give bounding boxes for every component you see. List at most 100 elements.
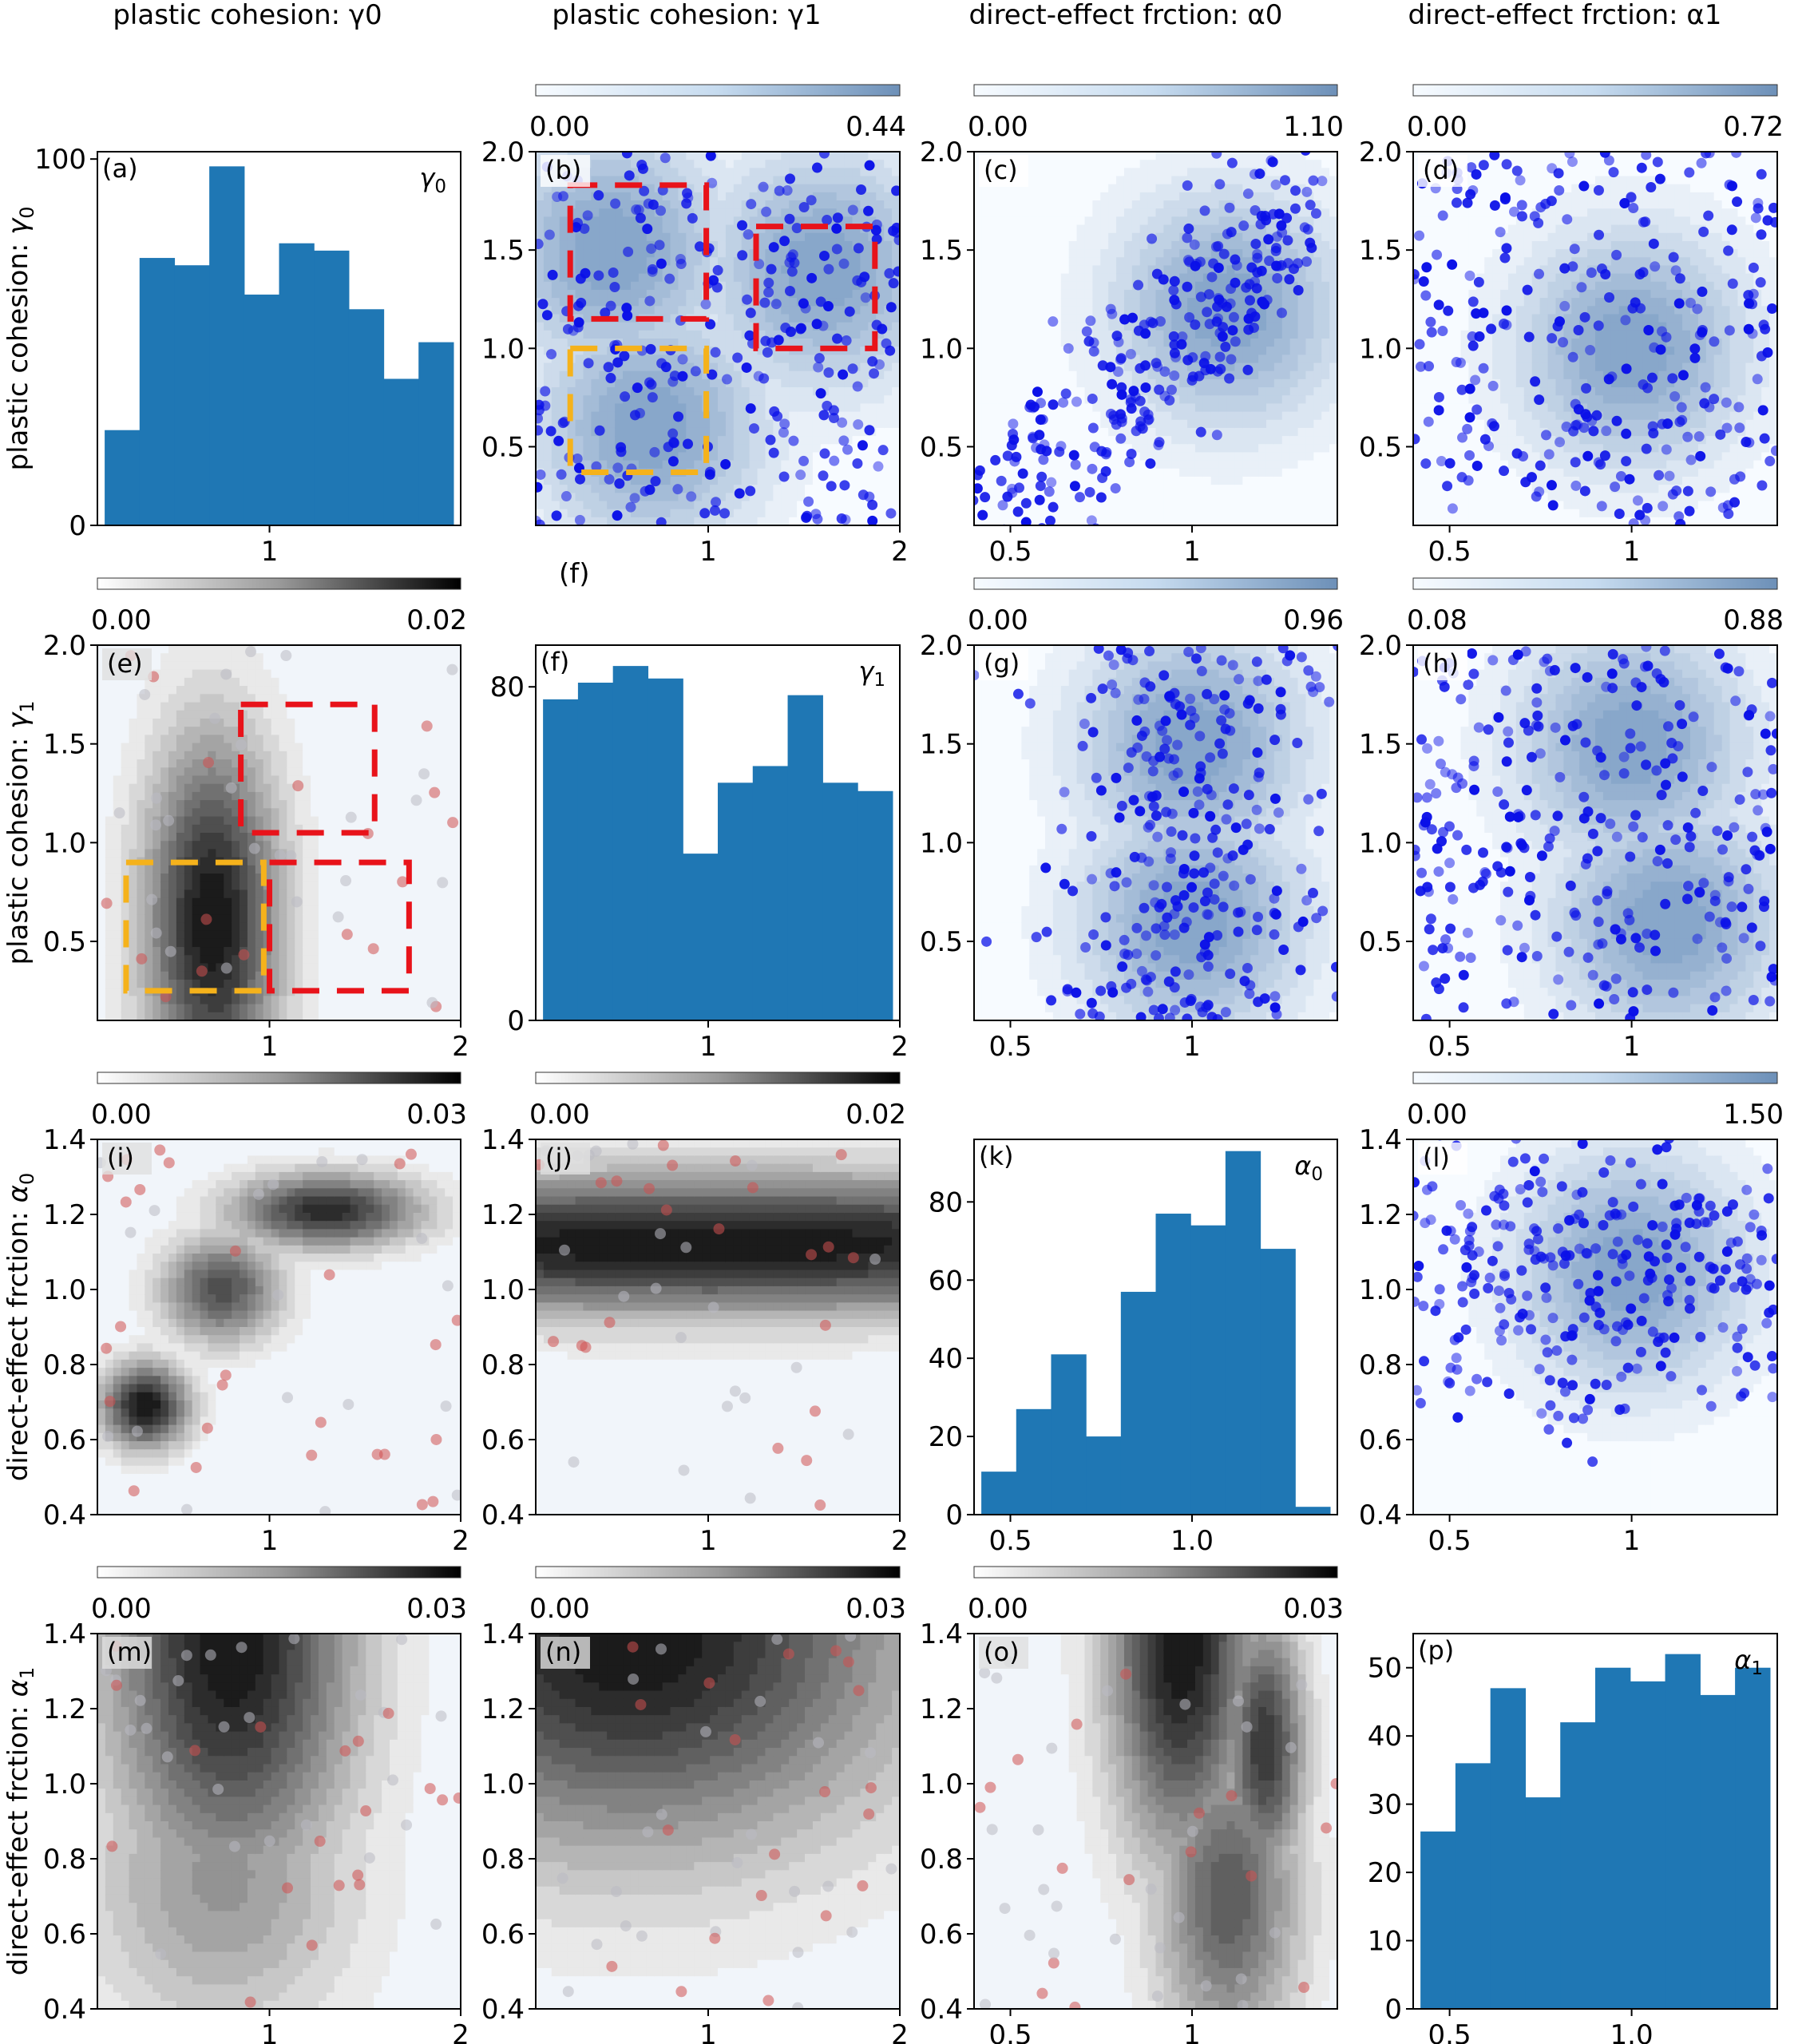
density-cell [1226,468,1236,477]
x-tick-label: 2 [891,536,909,568]
density-cell [1037,289,1046,299]
density-cell [1171,403,1180,413]
density-cell [686,298,695,307]
density-cell [820,289,830,299]
density-cell [1187,387,1196,397]
density-cell [1068,200,1078,210]
density-cell [725,257,735,267]
sample-point [818,250,830,261]
density-cell [1108,314,1117,323]
sample-point [1263,234,1274,245]
density-cell [1116,444,1125,454]
density-cell [981,281,991,291]
density-cell [1413,485,1422,494]
density-cell [1068,403,1078,413]
density-cell [559,517,568,525]
density-cell [694,298,703,307]
density-cell [1194,387,1204,397]
density-cell [654,403,663,413]
density-cell [1147,298,1157,307]
density-cell [820,362,830,372]
density-cell [1273,232,1283,242]
density-cell [974,314,983,323]
density-cell [1068,249,1078,259]
density-cell [1029,257,1038,267]
density-cell [710,485,719,494]
sample-point [832,333,843,344]
sample-point [831,223,842,234]
density-cell [575,493,584,502]
density-cell [1218,184,1228,193]
density-cell [1045,257,1054,267]
colorbar-max-label: 0.44 [846,111,906,143]
density-cell [654,501,663,510]
density-cell [654,168,663,177]
density-cell [1258,339,1267,347]
density-cell [662,322,671,331]
density-cell [725,273,735,283]
density-cell [1123,509,1133,518]
density-cell [1194,403,1204,413]
sample-point [844,306,855,317]
density-cell [773,387,782,397]
density-cell [536,216,545,226]
density-cell [1163,460,1173,469]
density-cell [1037,160,1046,169]
density-cell [1029,232,1038,242]
density-cell [781,249,790,259]
density-cell [1163,419,1173,429]
density-cell [686,339,695,347]
density-cell [607,184,616,193]
sample-point [536,413,544,424]
density-cell [1171,436,1180,446]
sample-point [1012,506,1024,517]
density-cell [1052,460,1062,469]
density-cell [623,160,632,169]
sample-points [974,152,1328,525]
density-cell [876,314,885,323]
density-cell [981,517,991,525]
density-cell [1084,273,1094,283]
density-cell [989,314,999,323]
density-cell [646,362,655,372]
density-cell [1187,419,1196,429]
density-cell [741,411,751,421]
density-cell [1194,273,1204,283]
density-cell [797,192,806,201]
density-cell [1234,427,1244,437]
density-cell [876,460,885,469]
density-cell [630,281,640,291]
density-cell [607,411,616,421]
density-cell [1131,240,1141,250]
density-cell [844,184,854,193]
density-cell [1116,224,1125,234]
density-cell [1052,273,1062,283]
variable-label: γ0 [419,163,446,197]
density-cell [1305,501,1315,510]
density-cell [1139,476,1149,485]
density-cell [686,378,695,388]
density-cell [1413,314,1422,323]
density-cell [1052,257,1062,267]
density-cell [1068,314,1078,323]
density-cell [1179,168,1188,177]
density-cell [828,378,838,388]
density-cell [828,355,838,364]
density-cell [686,176,695,185]
density-cell [725,224,735,234]
density-cell [836,387,846,397]
density-cell [678,232,687,242]
density-cell [551,257,560,267]
density-cell [1139,517,1149,525]
density-cell [1084,289,1094,299]
density-cell [892,306,900,315]
density-cell [1013,444,1023,454]
density-cell [1226,176,1236,185]
density-cell [1273,419,1283,429]
density-cell [1005,501,1015,510]
density-cell [1171,501,1180,510]
density-cell [718,160,727,169]
density-cell [1218,493,1228,502]
density-cell [797,216,806,226]
density-cell [1139,468,1149,477]
